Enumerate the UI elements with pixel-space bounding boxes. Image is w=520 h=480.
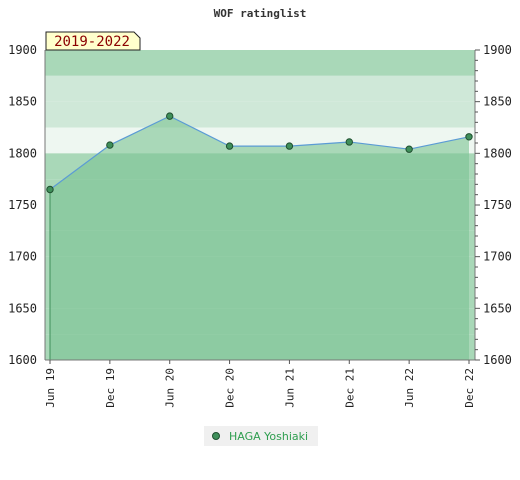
period-badge-shape [45, 31, 141, 51]
y-tick-label-right: 1700 [483, 250, 512, 264]
y-tick-label-right: 1600 [483, 353, 512, 367]
data-point-dec-22 [465, 133, 473, 141]
y-tick-label-left: 1600 [8, 353, 37, 367]
area-fill [50, 116, 469, 360]
data-point-dec-21 [345, 138, 353, 146]
data-point-dec-19 [106, 141, 114, 149]
x-tick-label: Jun 20 [164, 368, 177, 408]
background-band [45, 50, 475, 76]
background-band [45, 75, 475, 102]
x-tick-label: Dec 22 [463, 368, 476, 408]
legend-background [204, 426, 318, 446]
y-tick-label-left: 1750 [8, 198, 37, 212]
legend[interactable]: HAGA Yoshiaki [204, 426, 318, 446]
data-point-dec-20 [225, 142, 234, 150]
x-tick-label: Dec 19 [104, 368, 117, 408]
period-badge: 2019-2022 [45, 31, 141, 51]
data-point-jun-21 [285, 142, 294, 150]
y-tick-label-right: 1900 [483, 43, 512, 57]
series-line-0 [49, 115, 470, 190]
y-tick-label-left: 1800 [8, 146, 37, 160]
series-points [46, 112, 473, 194]
series-line [49, 115, 470, 360]
y-tick-label-right: 1850 [483, 95, 512, 109]
period-badge-text: 2019-2022 [54, 34, 130, 50]
data-point-jun-19 [46, 185, 54, 194]
x-axis: Jun 19 Dec 19 Jun 20 Dec 20 Jun 21 Dec 21 Jun … [44, 359, 476, 408]
y-tick-label-left: 1850 [8, 95, 37, 109]
y-axis-right: 1600 1650 1700 1750 1800 1850 1900 [474, 43, 512, 367]
data-point-jun-20 [166, 112, 174, 120]
y-tick-label-right: 1750 [483, 198, 512, 212]
x-tick-label: Dec 21 [343, 368, 356, 408]
series-area-0 [50, 116, 469, 360]
y-tick-label-right: 1650 [483, 301, 512, 315]
x-tick-label: Jun 22 [403, 368, 416, 408]
y-tick-label-left: 1650 [8, 301, 37, 315]
y-axis-left: 1600 1650 1700 1750 1800 1850 1900 [8, 43, 46, 367]
x-tick-label: Jun 21 [283, 368, 296, 408]
legend-marker [212, 432, 220, 440]
y-tick-label-left: 1900 [8, 43, 37, 57]
background-band [45, 101, 475, 128]
x-tick-label: Dec 20 [224, 368, 237, 408]
y-tick-label-left: 1700 [8, 250, 37, 264]
chart-title: WOF ratinglist [214, 7, 307, 20]
data-point-jun-22 [405, 145, 413, 153]
x-tick-label: Jun 19 [44, 368, 57, 408]
legend-entry: HAGA Yoshiaki [229, 430, 308, 443]
y-tick-label-right: 1800 [483, 146, 512, 160]
